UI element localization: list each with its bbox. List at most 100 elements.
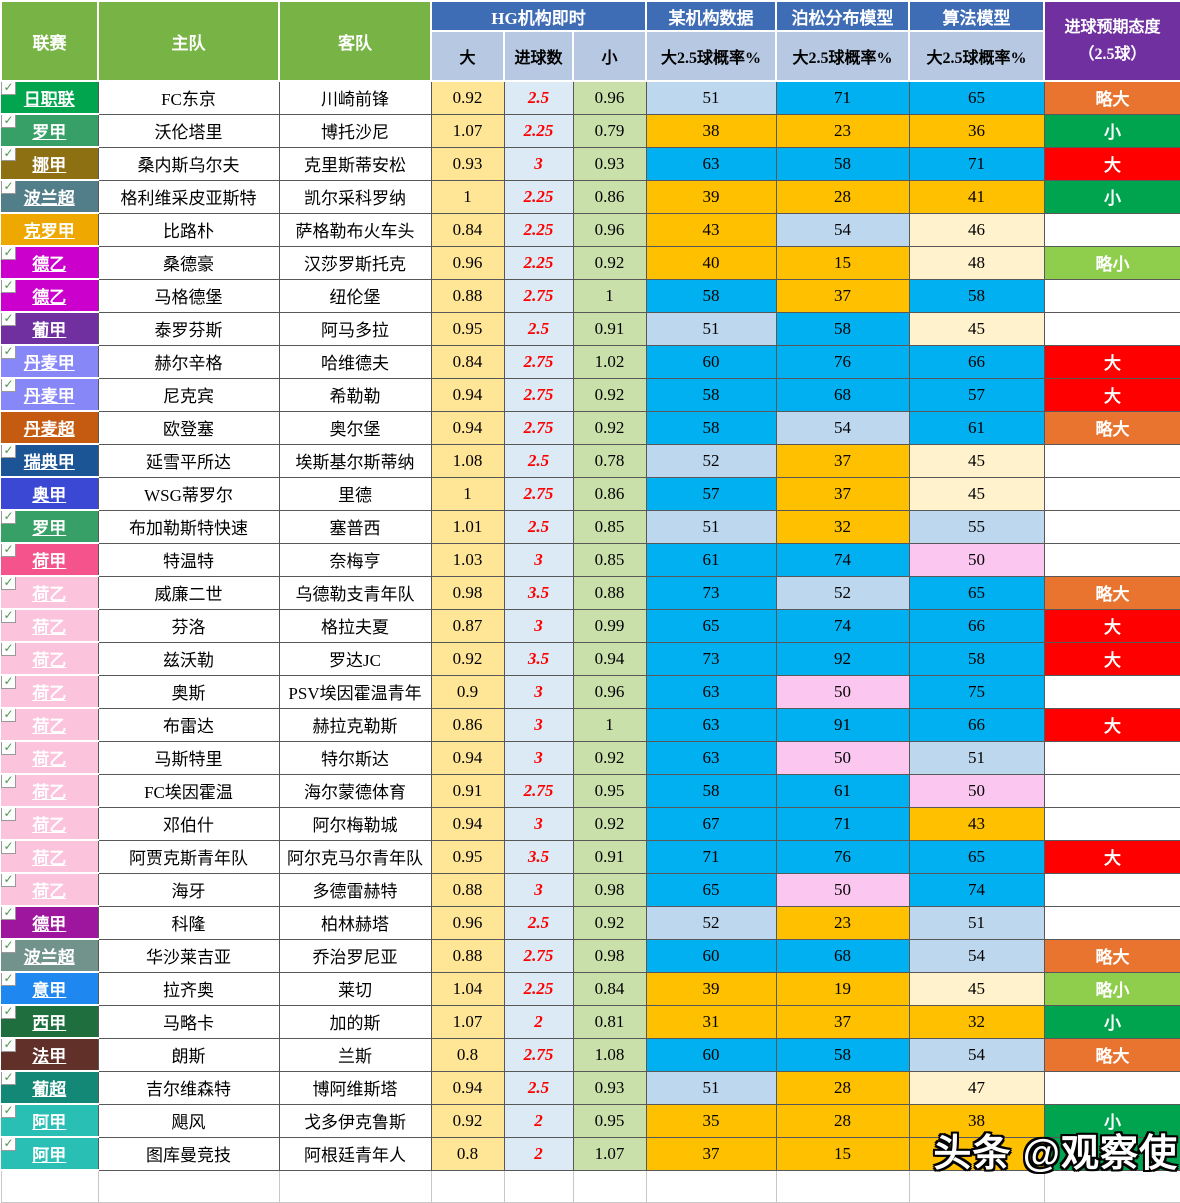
poisson-prob-cell[interactable]: 58	[775, 311, 910, 346]
goals-line-cell[interactable]: 2.75	[503, 476, 574, 511]
over-odds-cell[interactable]: 0.98	[430, 575, 505, 610]
goals-line-cell[interactable]: 2.75	[503, 773, 574, 808]
away-team-cell[interactable]: 博阿维斯塔	[278, 1070, 432, 1105]
under-odds-cell[interactable]: 0.92	[572, 410, 647, 445]
poisson-prob-cell[interactable]: 58	[775, 146, 910, 181]
poisson-prob-cell[interactable]: 15	[775, 1136, 910, 1171]
row-checkbox[interactable]: ✓	[1, 116, 16, 128]
over-odds-cell[interactable]: 0.92	[430, 641, 505, 676]
attitude-cell[interactable]: 大	[1043, 839, 1180, 874]
attitude-cell[interactable]: 略大	[1043, 80, 1180, 115]
poisson-prob-cell[interactable]: 76	[775, 344, 910, 379]
attitude-cell[interactable]: 略小	[1043, 971, 1180, 1006]
poisson-prob-cell[interactable]: 61	[775, 773, 910, 808]
over-odds-cell[interactable]: 0.92	[430, 80, 505, 115]
poisson-prob-cell[interactable]: 54	[775, 212, 910, 247]
org-prob-cell[interactable]: 35	[645, 1103, 777, 1138]
algo-prob-cell[interactable]: 46	[908, 212, 1045, 247]
under-odds-cell[interactable]: 0.91	[572, 311, 647, 346]
league-cell[interactable]: ✓ 波兰超	[1, 179, 99, 214]
away-team-cell[interactable]: 纽伦堡	[278, 278, 432, 313]
home-team-cell[interactable]: 欧登塞	[97, 410, 280, 445]
org-prob-cell[interactable]: 58	[645, 410, 777, 445]
over-odds-cell[interactable]: 0.93	[430, 146, 505, 181]
poisson-prob-cell[interactable]: 52	[775, 575, 910, 610]
league-cell[interactable]: ✓ 意甲	[1, 971, 99, 1006]
home-team-cell[interactable]: 马格德堡	[97, 278, 280, 313]
algo-prob-cell[interactable]: 54	[908, 1037, 1045, 1072]
under-odds-cell[interactable]: 0.98	[572, 938, 647, 973]
algo-prob-cell[interactable]: 45	[908, 476, 1045, 511]
league-cell[interactable]: ✓ 荷甲	[1, 542, 99, 577]
poisson-prob-cell[interactable]: 71	[775, 806, 910, 841]
row-checkbox[interactable]: ✓	[1, 677, 16, 689]
goals-line-cell[interactable]: 3	[503, 707, 574, 742]
empty-cell[interactable]	[908, 1169, 1045, 1203]
league-cell[interactable]: ✓ 阿甲	[1, 1136, 99, 1171]
away-team-cell[interactable]: 奥尔堡	[278, 410, 432, 445]
empty-cell[interactable]	[278, 1169, 432, 1203]
org-prob-cell[interactable]: 65	[645, 608, 777, 643]
away-team-cell[interactable]: 凯尔采科罗纳	[278, 179, 432, 214]
home-team-cell[interactable]: 比路朴	[97, 212, 280, 247]
over-odds-cell[interactable]: 1	[430, 476, 505, 511]
under-odds-cell[interactable]: 0.98	[572, 872, 647, 907]
away-team-cell[interactable]: 哈维德夫	[278, 344, 432, 379]
under-odds-cell[interactable]: 0.91	[572, 839, 647, 874]
poisson-prob-cell[interactable]: 92	[775, 641, 910, 676]
home-team-cell[interactable]: 沃伦塔里	[97, 113, 280, 148]
algo-prob-cell[interactable]: 45	[908, 311, 1045, 346]
over-odds-cell[interactable]: 0.88	[430, 938, 505, 973]
over-odds-cell[interactable]: 0.94	[430, 740, 505, 775]
row-checkbox[interactable]: ✓	[1, 545, 16, 557]
under-odds-cell[interactable]: 0.94	[572, 641, 647, 676]
goals-line-cell[interactable]: 3.5	[503, 575, 574, 610]
row-checkbox[interactable]: ✓	[1, 380, 16, 392]
away-team-cell[interactable]: 川崎前锋	[278, 80, 432, 115]
league-cell[interactable]: ✓ 波兰超	[1, 938, 99, 973]
home-team-cell[interactable]: 泰罗芬斯	[97, 311, 280, 346]
empty-cell[interactable]	[572, 1169, 647, 1203]
goals-line-cell[interactable]: 3	[503, 542, 574, 577]
poisson-prob-cell[interactable]: 23	[775, 113, 910, 148]
row-checkbox[interactable]: ✓	[1, 974, 16, 986]
org-prob-cell[interactable]: 52	[645, 905, 777, 940]
goals-line-cell[interactable]: 3	[503, 740, 574, 775]
over-odds-cell[interactable]: 0.95	[430, 311, 505, 346]
away-team-cell[interactable]: 特尔斯达	[278, 740, 432, 775]
row-checkbox[interactable]: ✓	[1, 842, 16, 854]
org-prob-cell[interactable]: 51	[645, 509, 777, 544]
over-odds-cell[interactable]: 0.87	[430, 608, 505, 643]
goals-line-cell[interactable]: 2.5	[503, 905, 574, 940]
home-team-cell[interactable]: FC东京	[97, 80, 280, 115]
home-team-cell[interactable]: 科隆	[97, 905, 280, 940]
poisson-prob-cell[interactable]: 28	[775, 1070, 910, 1105]
org-prob-cell[interactable]: 71	[645, 839, 777, 874]
algo-prob-cell[interactable]: 65	[908, 575, 1045, 610]
goals-line-cell[interactable]: 2.75	[503, 278, 574, 313]
home-team-cell[interactable]: 吉尔维森特	[97, 1070, 280, 1105]
algo-prob-cell[interactable]: 38	[908, 1103, 1045, 1138]
under-odds-cell[interactable]: 0.92	[572, 806, 647, 841]
algo-prob-cell[interactable]: 57	[908, 377, 1045, 412]
org-prob-cell[interactable]: 58	[645, 278, 777, 313]
league-cell[interactable]: ✓ 瑞典甲	[1, 443, 99, 478]
algo-prob-cell[interactable]: 45	[908, 443, 1045, 478]
league-cell[interactable]: ✓ 荷乙	[1, 773, 99, 808]
league-cell[interactable]: ✓ 荷乙	[1, 641, 99, 676]
under-odds-cell[interactable]: 0.95	[572, 1103, 647, 1138]
under-odds-cell[interactable]: 1	[572, 278, 647, 313]
away-team-cell[interactable]: 奈梅亨	[278, 542, 432, 577]
home-team-cell[interactable]: 兹沃勒	[97, 641, 280, 676]
org-prob-cell[interactable]: 58	[645, 377, 777, 412]
poisson-prob-cell[interactable]: 68	[775, 377, 910, 412]
row-checkbox[interactable]: ✓	[1, 149, 16, 161]
league-cell[interactable]: ✓ 荷乙	[1, 674, 99, 709]
algo-prob-cell[interactable]: 66	[908, 608, 1045, 643]
row-checkbox[interactable]: ✓	[1, 182, 16, 194]
algo-prob-cell[interactable]: 51	[908, 740, 1045, 775]
home-team-cell[interactable]: 图库曼竞技	[97, 1136, 280, 1171]
org-prob-cell[interactable]: 31	[645, 1004, 777, 1039]
over-odds-cell[interactable]: 0.88	[430, 278, 505, 313]
over-odds-cell[interactable]: 0.84	[430, 212, 505, 247]
